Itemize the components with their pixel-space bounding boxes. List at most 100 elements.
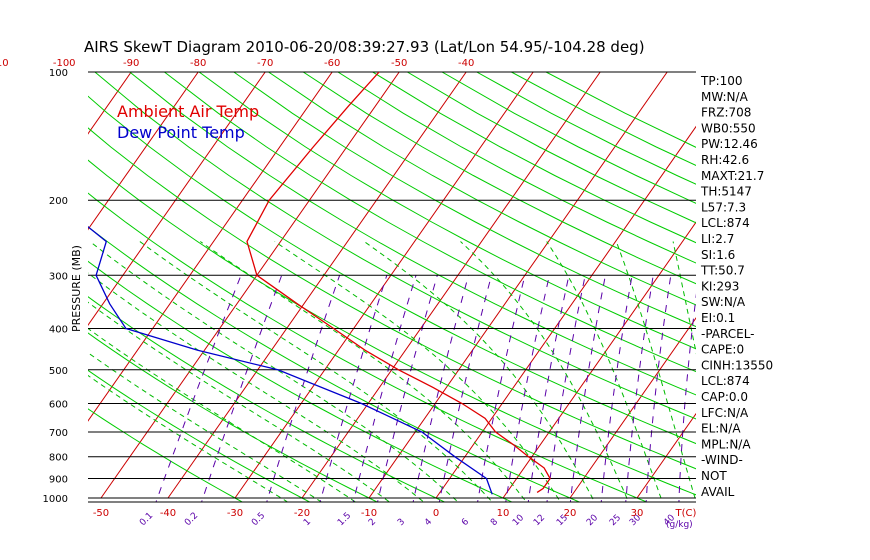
mixing-ratio-line: [352, 275, 417, 502]
dry-adiabat-line: [441, 72, 696, 204]
dry-adiabat-line: [198, 72, 696, 350]
index-item: -PARCEL-: [701, 327, 755, 341]
moist-adiabat-line: [363, 241, 596, 502]
mixing-ratio-line: [569, 275, 606, 502]
moist-adiabat-line: [546, 241, 663, 502]
index-item: SW:N/A: [701, 295, 746, 309]
mixing-ratio-unit: (g/kg): [666, 520, 693, 530]
dew-point-temp-line: [88, 225, 493, 495]
mixing-ratio-tick-label: 25: [608, 513, 623, 528]
mixing-ratio-line: [527, 275, 570, 502]
pressure-tick-label: 700: [49, 428, 68, 439]
index-item: FRZ:708: [701, 106, 751, 120]
legend-dew-point-temp: Dew Point Temp: [117, 123, 245, 142]
moist-adiabat-line: [88, 352, 323, 502]
index-item: MW:N/A: [701, 90, 749, 104]
index-item: LI:2.7: [701, 232, 734, 246]
mixing-ratio-line: [645, 275, 672, 502]
isotherm-line: [301, 72, 601, 499]
dry-adiabat-line: [88, 369, 311, 502]
mixing-ratio-line: [505, 275, 550, 502]
bottom-temp-tick-label: 20: [564, 508, 577, 519]
isotherm-line: [100, 72, 400, 499]
pressure-tick-label: 900: [49, 475, 68, 486]
pressure-tick-label: 1000: [43, 494, 68, 505]
index-item: TH:5147: [700, 185, 752, 199]
index-item: PW:12.46: [701, 137, 758, 151]
index-item: EL:N/A: [701, 422, 741, 436]
dry-adiabat-line: [233, 72, 696, 328]
mixing-ratio-tick-label: 0.5: [250, 511, 267, 528]
pressure-tick-label: 300: [49, 271, 68, 282]
mixing-ratio-tick-label: 12: [532, 513, 547, 528]
dry-adiabat-line: [268, 72, 696, 306]
dry-adiabat-line: [88, 95, 696, 445]
isotherm-line: [502, 221, 696, 499]
bottom-temp-tick-label: 0: [433, 508, 439, 519]
mixing-ratio-line: [477, 275, 526, 502]
isotherm-line: [569, 317, 696, 499]
mixing-ratio-tick-label: 0.2: [183, 511, 200, 528]
dry-adiabat-line: [337, 72, 696, 264]
dry-adiabat-line: [164, 72, 696, 373]
mixing-ratio-tick-label: 10: [511, 513, 526, 528]
moist-adiabat-line: [89, 241, 459, 502]
index-item: KI:293: [701, 279, 739, 293]
mixing-ratio-line: [319, 275, 388, 502]
dry-adiabat-line: [407, 72, 696, 224]
moist-adiabat-line: [88, 272, 425, 502]
mixing-ratio-tick-label: 6: [460, 517, 471, 528]
top-temp-tick-label: -110: [0, 58, 9, 69]
moist-adiabat-line: [672, 241, 696, 355]
top-temp-tick-label: -80: [190, 58, 206, 69]
index-item: EI:0.1: [701, 311, 735, 325]
isotherm-line: [771, 72, 870, 498]
mixing-ratio-line: [377, 275, 438, 502]
top-temp-tick-label: -90: [123, 58, 139, 69]
mixing-ratio-tick-label: 0.1: [138, 511, 155, 528]
bottom-temp-unit: T(C): [675, 508, 697, 519]
mixing-ratio-line: [155, 275, 242, 502]
mixing-ratio-line: [438, 275, 492, 502]
index-item: TT:50.7: [700, 264, 745, 278]
index-item: -WIND-: [701, 453, 743, 467]
index-item: LFC:N/A: [701, 406, 749, 420]
dry-adiabat-line: [476, 72, 696, 185]
mixing-ratio-line: [266, 275, 341, 502]
mixing-ratio-line: [201, 275, 283, 502]
mixing-ratio-tick-label: 3: [396, 517, 407, 528]
mixing-ratio-line: [678, 293, 696, 502]
dry-adiabat-line: [129, 72, 696, 396]
bottom-temp-tick-label: -50: [93, 508, 109, 519]
moist-adiabat-line: [88, 374, 289, 502]
isotherm-line: [368, 72, 668, 499]
dry-adiabat-line: [88, 127, 696, 470]
dry-adiabat-line: [302, 72, 696, 285]
index-item: CAPE:0: [701, 343, 744, 357]
bottom-temp-tick-label: -10: [361, 508, 377, 519]
index-item: MAXT:21.7: [701, 169, 764, 183]
top-temp-tick-label: -60: [324, 58, 340, 69]
mixing-ratio-tick-label: 4: [423, 517, 434, 528]
bottom-temp-tick-label: 10: [497, 508, 510, 519]
chart-title: AIRS SkewT Diagram 2010-06-20/08:39:27.9…: [84, 38, 645, 56]
isotherm-line: [234, 72, 534, 499]
isotherm-line: [838, 72, 870, 498]
mixing-ratio-tick-label: 1.5: [336, 511, 353, 528]
pressure-tick-label: 200: [49, 196, 68, 207]
background-lines: [88, 72, 870, 502]
bottom-temp-tick-label: -20: [294, 508, 310, 519]
index-item: L57:7.3: [701, 200, 746, 214]
pressure-tick-label: 500: [49, 366, 68, 377]
top-temp-tick-label: -70: [257, 58, 273, 69]
moist-adiabat-line: [615, 241, 696, 502]
index-item: CINH:13550: [701, 358, 773, 372]
y-axis-label: PRESSURE (MB): [70, 245, 83, 332]
mixing-ratio-line: [546, 275, 586, 502]
index-item: CAP:0.0: [701, 390, 748, 404]
mixing-ratio-tick-label: 20: [585, 513, 600, 528]
mixing-ratio-tick-label: 2: [367, 517, 378, 528]
mixing-ratio-line: [600, 275, 633, 502]
legend-ambient-air-temp: Ambient Air Temp: [117, 102, 259, 121]
